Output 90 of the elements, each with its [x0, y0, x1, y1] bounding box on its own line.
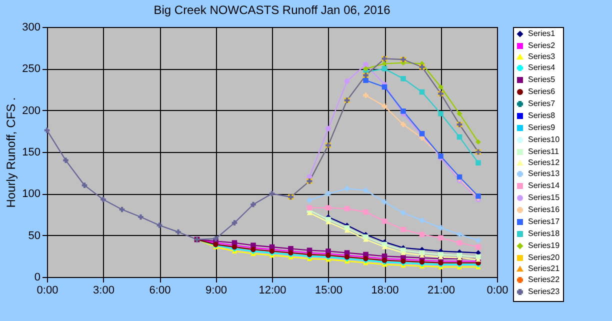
x-tick-label: 21:00 — [427, 284, 456, 296]
point — [344, 206, 350, 212]
legend-label: Series18 — [528, 229, 560, 238]
point — [156, 222, 162, 228]
point — [138, 214, 144, 220]
point — [400, 210, 406, 216]
legend-label: Series16 — [528, 205, 560, 214]
legend-label: Series12 — [528, 158, 560, 167]
point — [476, 160, 481, 166]
point — [326, 205, 331, 210]
x-tick-label: 18:00 — [371, 284, 399, 296]
legend-label: Series1 — [528, 29, 556, 38]
point — [382, 218, 388, 224]
x-tick-label: 6:00 — [149, 284, 171, 296]
point — [344, 228, 350, 233]
point — [232, 220, 238, 226]
point — [326, 220, 331, 224]
y-tick-label: 250 — [22, 63, 40, 76]
point — [100, 196, 106, 202]
point — [306, 205, 312, 210]
point — [438, 235, 444, 240]
y-tick-label: 50 — [28, 230, 40, 242]
point — [213, 236, 218, 242]
legend-label: Series4 — [528, 63, 556, 72]
point — [326, 126, 331, 132]
point — [363, 62, 368, 68]
y-tick-label: 0 — [34, 272, 40, 284]
x-tick-label: 15:00 — [314, 284, 343, 296]
point — [400, 250, 406, 256]
point — [344, 78, 350, 84]
point — [82, 182, 88, 188]
point — [400, 122, 406, 128]
legend-label: Series13 — [528, 169, 560, 178]
legend-label: Series8 — [528, 111, 556, 120]
legend-label: Series19 — [528, 241, 560, 250]
legend-label: Series20 — [528, 253, 560, 262]
point — [250, 202, 256, 208]
point — [382, 104, 388, 109]
point — [176, 229, 181, 235]
point — [306, 198, 312, 203]
legend-label: Series23 — [528, 287, 560, 296]
legend-label: Series3 — [528, 52, 556, 61]
point — [419, 253, 425, 258]
point — [419, 218, 425, 223]
point — [269, 191, 275, 196]
y-tick-label: 300 — [22, 22, 40, 34]
legend-label: Series9 — [528, 123, 556, 132]
point — [382, 66, 388, 72]
legend-label: Series2 — [528, 41, 556, 50]
point — [363, 209, 368, 215]
point — [306, 210, 312, 216]
legend-label: Series17 — [528, 217, 560, 226]
legend-label: Series22 — [528, 275, 560, 284]
point — [326, 191, 331, 196]
legend-label: Series6 — [528, 87, 556, 96]
legend-label: Series14 — [528, 181, 560, 190]
point — [344, 186, 350, 192]
point — [400, 226, 406, 232]
point — [400, 76, 406, 82]
legend-label: Series5 — [528, 75, 556, 84]
legend-label: Series10 — [528, 135, 560, 144]
point — [438, 111, 444, 116]
legend-label: Series15 — [528, 193, 560, 202]
point — [476, 238, 481, 243]
point — [456, 240, 462, 246]
point — [44, 128, 50, 133]
point — [438, 225, 444, 230]
x-tick-label: 3:00 — [93, 284, 114, 296]
y-axis-title: Hourly Runoff, CFS . — [4, 97, 18, 208]
point — [382, 244, 388, 250]
point — [363, 188, 368, 193]
point — [63, 158, 68, 163]
point — [400, 108, 406, 114]
x-tick-label: 0:00 — [36, 284, 58, 296]
point — [363, 92, 368, 98]
chart-title: Big Creek NOWCASTS Runoff Jan 06, 2016 — [154, 3, 391, 17]
legend-label: Series21 — [528, 264, 560, 273]
point — [250, 242, 256, 248]
legend-label: Series11 — [528, 147, 560, 156]
point — [476, 244, 481, 250]
y-tick-label: 150 — [22, 146, 40, 158]
point — [363, 237, 368, 242]
point — [363, 78, 368, 83]
x-tick-label: 0:00 — [486, 284, 508, 296]
legend-label: Series7 — [528, 99, 556, 108]
x-tick-label: 12:00 — [258, 284, 286, 296]
y-tick-label: 100 — [22, 188, 40, 200]
point — [363, 66, 368, 72]
y-tick-label: 200 — [22, 104, 40, 117]
x-tick-label: 9:00 — [206, 284, 227, 296]
